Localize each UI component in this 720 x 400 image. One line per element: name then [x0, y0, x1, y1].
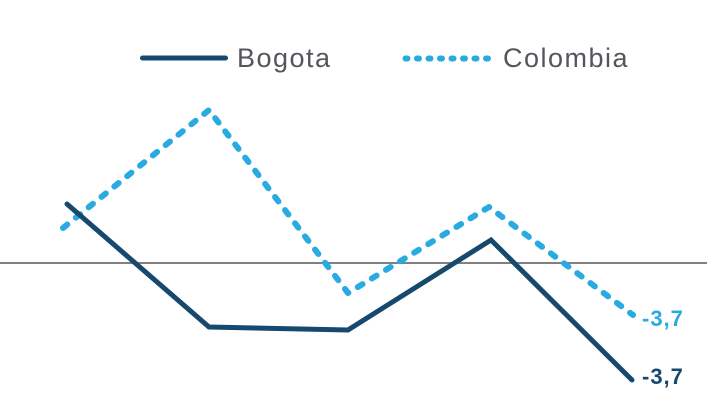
dashed-line-legend-icon: [402, 55, 492, 61]
legend-item-colombia: Colombia: [402, 42, 629, 74]
colombia-line: [60, 107, 636, 318]
colombia-end-value-label: -3,7: [642, 306, 684, 331]
solid-line-legend-icon: [140, 55, 228, 61]
legend-label-bogota: Bogota: [237, 43, 332, 73]
legend-item-bogota: Bogota: [140, 42, 332, 74]
bogota-line: [64, 201, 635, 383]
bogota-end-value-label: -3,7: [642, 364, 684, 389]
legend-label-colombia: Colombia: [503, 43, 630, 73]
